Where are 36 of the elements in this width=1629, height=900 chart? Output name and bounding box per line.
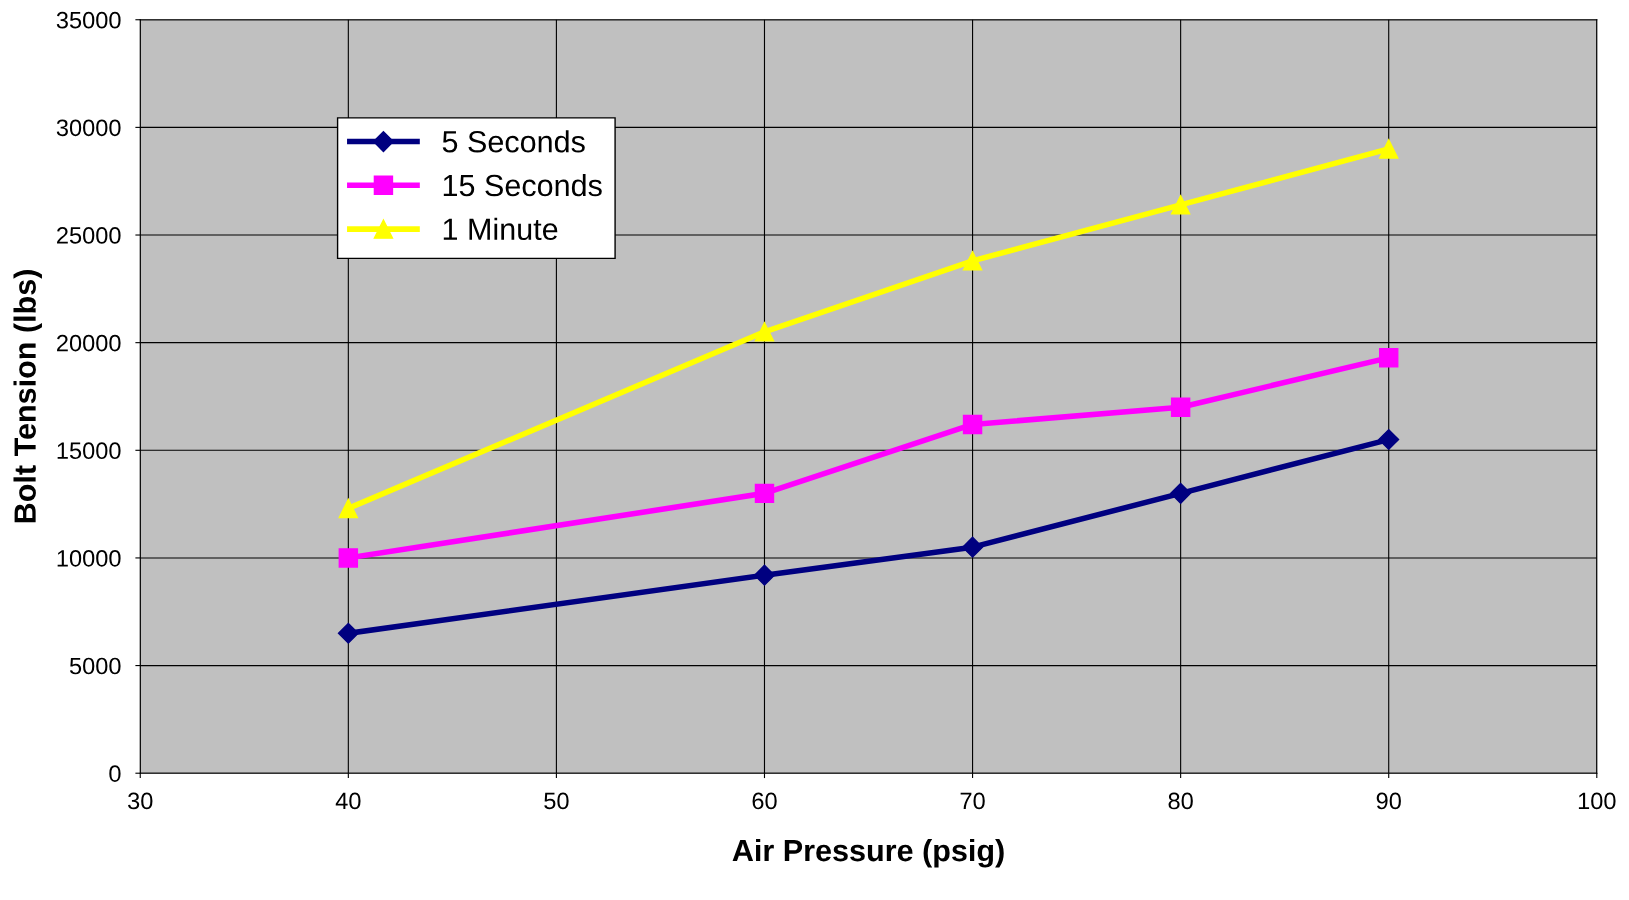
point	[1378, 429, 1400, 451]
legend-label: 15 Seconds	[443, 173, 602, 197]
y-tick-label: 0	[109, 765, 121, 782]
point	[754, 322, 775, 342]
point	[1170, 397, 1191, 417]
x-tick-label: 60	[752, 792, 777, 810]
point	[337, 622, 359, 644]
x-tick-label: 30	[128, 792, 153, 810]
x-tick-label: 100	[1578, 792, 1616, 810]
x-tick-label: 70	[960, 792, 985, 810]
point	[1170, 195, 1191, 215]
point	[1170, 482, 1192, 504]
point	[338, 498, 359, 519]
point	[753, 564, 776, 586]
x-tick-label: 80	[1168, 792, 1193, 810]
y-tick-label: 15000	[57, 442, 121, 460]
y-tick-label: 25000	[57, 227, 121, 244]
point	[962, 414, 983, 435]
y-axis-title: Bolt Tension (lbs)	[13, 270, 42, 523]
point	[1378, 139, 1399, 159]
point	[962, 251, 983, 271]
x-tick-label: 50	[544, 792, 569, 810]
y-tick-label: 35000	[56, 11, 121, 29]
point	[962, 536, 984, 558]
legend-label: 5 Seconds	[442, 130, 585, 153]
x-tick-label: 90	[1376, 792, 1401, 810]
y-tick-label: 20000	[57, 334, 121, 352]
y-tick-label: 10000	[57, 550, 121, 567]
x-tick-label: 40	[335, 792, 361, 810]
point	[338, 548, 359, 568]
x-axis-title: Air Pressure (psig)	[732, 838, 1004, 868]
point	[754, 483, 775, 504]
y-tick-label: 30000	[56, 119, 121, 137]
y-tick-label: 5000	[69, 657, 121, 675]
legend-label: 1 Minute	[443, 217, 558, 241]
point	[1378, 348, 1399, 368]
